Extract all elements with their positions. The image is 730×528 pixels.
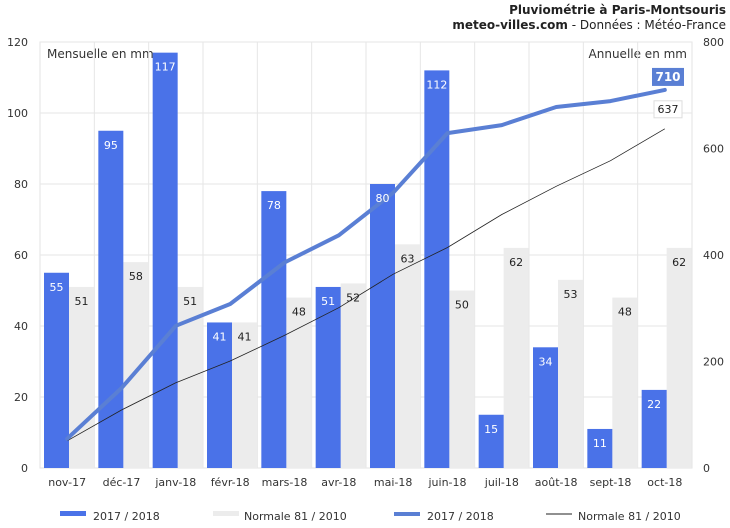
x-tick-label: juil-18	[484, 476, 519, 489]
x-tick-label: juin-18	[427, 476, 466, 489]
right-tick-label: 400	[703, 249, 724, 262]
x-tick-label: mars-18	[262, 476, 308, 489]
rain-bar-label: 11	[593, 437, 607, 450]
normal-bar	[395, 244, 420, 468]
rain-bar	[478, 414, 504, 468]
normal-bar-label: 58	[129, 270, 143, 283]
legend-label-line-normal: Normale 81 / 2010	[578, 510, 681, 523]
legend-swatch-bar-normal	[213, 511, 239, 516]
normal-bar	[666, 247, 692, 468]
rain-bar	[44, 272, 69, 468]
left-tick-label: 0	[21, 462, 28, 475]
x-tick-label: janv-18	[154, 476, 196, 489]
x-tick-label: déc-17	[103, 476, 141, 489]
right-tick-label: 0	[703, 462, 710, 475]
rain-bar	[261, 191, 287, 468]
rain-bar	[315, 286, 341, 468]
legend-label-line-2017: 2017 / 2018	[427, 510, 494, 523]
left-tick-label: 80	[14, 178, 28, 191]
x-tick-label: mai-18	[374, 476, 412, 489]
normal-bar-label: 48	[292, 306, 306, 319]
rain-bar	[370, 184, 395, 468]
x-tick-label: août-18	[535, 476, 578, 489]
rain-bar-label: 22	[647, 398, 661, 411]
normal-bar-label: 63	[401, 252, 415, 265]
rain-bar	[587, 428, 613, 468]
normal-bar	[558, 279, 583, 468]
right-tick-label: 800	[703, 36, 724, 49]
normal-bar-label: 52	[346, 291, 360, 304]
normal-bar	[232, 322, 257, 468]
end-label-2017: 710	[655, 70, 680, 84]
rain-bar-label: 112	[426, 78, 447, 91]
rain-bar-label: 34	[539, 355, 553, 368]
legend-label-bar-normal: Normale 81 / 2010	[244, 510, 347, 523]
x-tick-label: oct-18	[647, 476, 682, 489]
end-label-box-2017	[652, 67, 684, 86]
normal-bar	[286, 297, 312, 468]
left-tick-label: 120	[7, 36, 28, 49]
legend-label-bar-2017: 2017 / 2018	[93, 510, 160, 523]
normal-bar-label: 50	[455, 299, 469, 312]
rain-bar-label: 51	[321, 295, 335, 308]
rain-bar-label: 117	[155, 61, 176, 74]
rain-cumulative-line	[65, 87, 667, 441]
normal-bar-label: 53	[564, 288, 578, 301]
left-tick-label: 100	[7, 107, 28, 120]
x-tick-label: févr-18	[211, 476, 250, 489]
rain-bar	[424, 70, 450, 469]
normal-bar-label: 62	[672, 256, 686, 269]
normal-bar-label: 62	[509, 256, 523, 269]
source-credit: - Données : Météo-France	[567, 18, 726, 32]
rain-bar-label: 95	[104, 139, 118, 152]
normal-bar	[449, 290, 475, 468]
rain-bar	[152, 52, 178, 469]
chart-source: meteo-villes.com - Données : Météo-Franc…	[452, 18, 726, 32]
x-tick-label: avr-18	[321, 476, 356, 489]
rain-bar	[641, 389, 667, 468]
left-tick-label: 20	[14, 391, 28, 404]
normal-bar	[123, 262, 149, 468]
normal-cumulative-line	[67, 128, 666, 442]
rain-bar-label: 78	[267, 199, 281, 212]
right-tick-label: 600	[703, 143, 724, 156]
normal-bar-label: 51	[75, 295, 89, 308]
left-axis-title: Mensuelle en mm	[47, 47, 154, 61]
legend-swatch-bar-2017	[60, 511, 86, 516]
left-tick-label: 60	[14, 249, 28, 262]
rain-bar	[98, 130, 124, 468]
rain-bar-label: 55	[50, 281, 64, 294]
chart-title: Pluviométrie à Paris-Montsouris	[509, 3, 726, 17]
rain-bar	[533, 347, 558, 468]
end-label-normal: 637	[658, 103, 679, 116]
normal-bar	[612, 297, 638, 468]
normal-bar-label: 48	[618, 306, 632, 319]
normal-bar-label: 51	[183, 295, 197, 308]
x-tick-label: sept-18	[590, 476, 632, 489]
left-tick-label: 40	[14, 320, 28, 333]
normal-bar	[177, 286, 203, 468]
rain-bar-label: 15	[484, 423, 498, 436]
right-tick-label: 200	[703, 356, 724, 369]
normal-bar	[340, 283, 366, 468]
source-site: meteo-villes.com	[452, 18, 568, 32]
rain-bar-label: 41	[213, 330, 227, 343]
normal-bar	[503, 247, 529, 468]
normal-bar-label: 41	[238, 330, 252, 343]
rain-bar	[207, 322, 232, 468]
normal-bar	[69, 286, 94, 468]
end-label-box-normal	[653, 100, 683, 119]
rain-bar-label: 80	[376, 192, 390, 205]
x-tick-label: nov-17	[48, 476, 86, 489]
